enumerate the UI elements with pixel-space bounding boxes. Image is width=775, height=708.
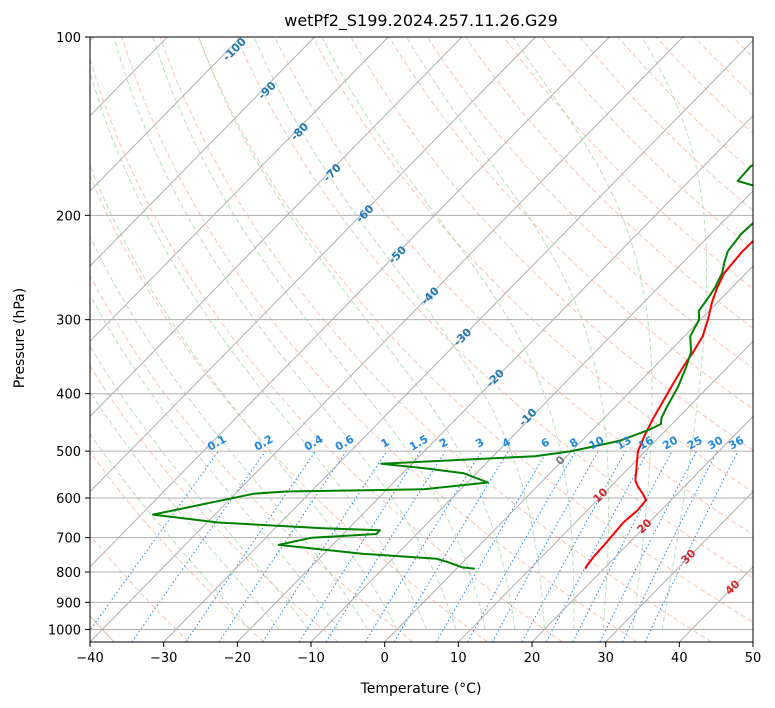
dry-adiabat-line: [771, 37, 775, 642]
isotherm-line: [90, 37, 389, 343]
x-tick-label: −40: [76, 651, 103, 666]
dry-adiabat-line: [90, 534, 190, 642]
moist-adiabat-line: [90, 70, 427, 630]
moist-adiabat-line: [253, 37, 545, 630]
dry-adiabat-line: [159, 37, 712, 642]
moist-adiabat-line: [321, 37, 575, 630]
sounding-traces: [152, 164, 753, 570]
isotherm-line: [90, 37, 315, 267]
dry-adiabat-line: [121, 37, 638, 642]
mixing-ratio-line: [435, 450, 548, 642]
x-tick-label: 10: [450, 651, 467, 666]
isotherm-line: [457, 340, 753, 642]
isotherm-line: [163, 39, 753, 642]
y-tick-label: 700: [56, 532, 81, 547]
background-lines: [90, 37, 775, 642]
x-tick-label: −10: [297, 651, 324, 666]
mixing-ratio-line: [467, 450, 577, 642]
y-tick-label: 600: [56, 492, 81, 507]
isotherm-line: [90, 37, 536, 493]
y-tick-label: 1000: [48, 623, 81, 638]
isotherm-line: [531, 415, 753, 642]
y-axis-label: Pressure (hPa): [12, 288, 28, 388]
dry-adiabat-line: [465, 37, 753, 329]
dry-adiabat-line: [90, 365, 339, 642]
x-tick-label: 50: [745, 651, 762, 666]
x-tick-label: −20: [224, 651, 251, 666]
isotherm-line: [90, 37, 684, 642]
mixing-ratio-line: [621, 450, 718, 642]
isotherm-line: [384, 265, 753, 642]
mixing-ratio-line: [262, 450, 388, 642]
mixing-ratio-line: [298, 450, 422, 642]
moist-adiabat-line: [512, 37, 653, 630]
dry-adiabat-line: [426, 37, 753, 370]
y-tick-label: 300: [56, 314, 81, 329]
mixing-ratio-line: [90, 450, 220, 632]
dry-adiabat-line: [579, 37, 753, 212]
moist-adiabat-line: [90, 432, 250, 630]
x-tick-label: 20: [524, 651, 541, 666]
dry-adiabat-line: [388, 37, 753, 410]
dry-adiabat-line: [90, 57, 563, 642]
x-tick-label: 0: [381, 651, 389, 666]
y-tick-label: 800: [56, 566, 81, 581]
moist-adiabat-line: [113, 37, 457, 630]
moist-adiabat-line: [90, 163, 398, 630]
dry-adiabat-line: [90, 174, 488, 642]
mixing-ratio-line: [131, 450, 266, 642]
x-axis-label: Temperature (°C): [360, 681, 482, 697]
x-tick-label: 40: [671, 651, 688, 666]
dewpoint-trace: [152, 164, 753, 570]
mixing-ratio-line: [185, 450, 316, 642]
moist-adiabat-line: [641, 37, 708, 630]
mixing-ratio-line: [325, 450, 446, 642]
isotherm-line: [310, 190, 753, 642]
x-tick-label: −30: [150, 651, 177, 666]
moist-adiabat-line: [90, 294, 339, 630]
moist-adiabat-line: [152, 37, 486, 630]
y-tick-label: 500: [56, 445, 81, 460]
dry-adiabat-line: [541, 37, 753, 250]
chart-title: wetPf2_S199.2024.257.11.26.G29: [284, 11, 558, 31]
mixing-ratio-line: [644, 450, 739, 642]
isotherm-line: [90, 37, 610, 568]
dry-adiabat-line: [274, 37, 753, 536]
moist-adiabat-line: [405, 37, 610, 630]
y-tick-label: 400: [56, 388, 81, 403]
moist-adiabat-line: [90, 390, 280, 630]
moist-adiabat-line: [90, 235, 368, 630]
isotherm-line: [90, 37, 242, 192]
mixing-ratio-line: [521, 450, 627, 642]
moist-adiabat-line: [198, 37, 516, 630]
isotherm-line: [605, 490, 753, 642]
mixing-ratio-line: [491, 450, 599, 642]
dry-adiabat-line: [236, 37, 753, 579]
plot-frame: [89, 36, 754, 643]
mixing-ratio-line: [364, 450, 483, 642]
plot-background: [90, 37, 753, 642]
x-tick-label: 30: [597, 651, 614, 666]
temperature-trace: [584, 239, 753, 570]
y-tick-label: 200: [56, 209, 81, 224]
y-tick-label: 100: [56, 31, 81, 46]
isotherm-line: [752, 641, 753, 642]
dry-adiabat-line: [312, 37, 753, 493]
y-tick-label: 900: [56, 596, 81, 611]
isotherm-line: [236, 115, 753, 642]
dry-adiabat-line: [197, 37, 753, 623]
axes: −40 −30 −20 −10 0 10 20 30 40 50 100 200 300 400 500 60…: [48, 31, 761, 666]
isotherm-line: [90, 37, 463, 418]
